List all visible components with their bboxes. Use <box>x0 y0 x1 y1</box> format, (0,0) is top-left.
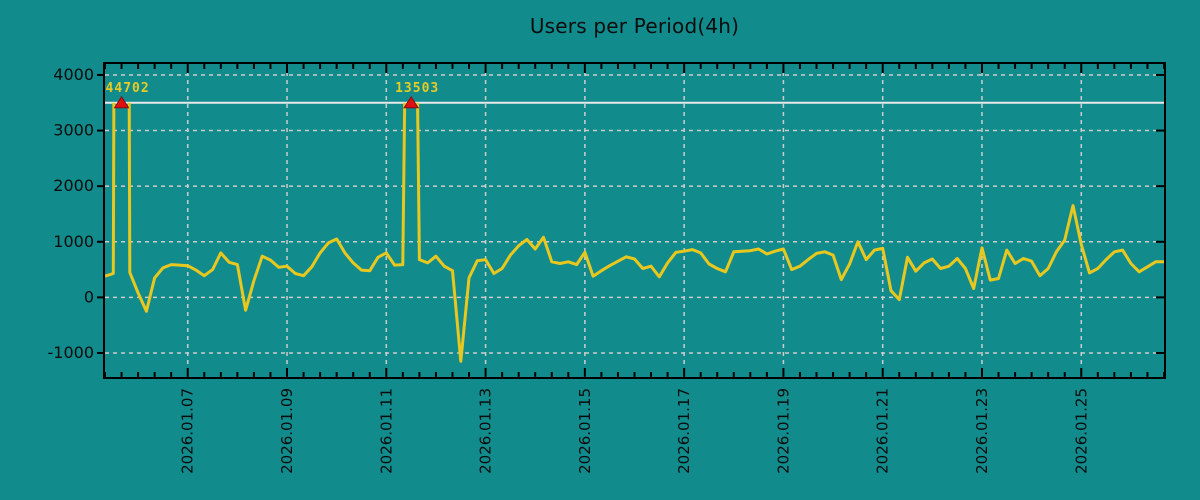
x-tick-label: 2026.01.19 <box>774 388 792 474</box>
y-tick-label: 1000 <box>53 232 94 251</box>
x-tick-label: 2026.01.23 <box>973 388 991 474</box>
peak-marker-triangle <box>113 95 130 109</box>
x-tick-label: 2026.01.13 <box>477 388 495 474</box>
y-tick-label: 0 <box>84 287 94 306</box>
data-series-line <box>104 102 1164 363</box>
peak-marker-triangle <box>403 95 420 109</box>
y-tick-label: 4000 <box>53 65 94 84</box>
y-tick-label: 2000 <box>53 176 94 195</box>
plot-frame <box>103 62 1166 379</box>
x-tick-label: 2026.01.09 <box>278 388 296 474</box>
peak-value-label: 13503 <box>395 81 439 96</box>
x-tick-label: 2026.01.21 <box>874 388 892 474</box>
peak-value-label: 44702 <box>106 81 150 96</box>
x-tick-label: 2026.01.25 <box>1072 388 1090 474</box>
x-tick-label: 2026.01.15 <box>576 388 594 474</box>
x-tick-label: 2026.01.07 <box>179 388 197 474</box>
x-tick-label: 2026.01.11 <box>377 388 395 474</box>
y-tick-label: 3000 <box>53 121 94 140</box>
y-tick-label: -1000 <box>48 343 95 362</box>
chart-title: Users per Period(4h) <box>529 14 740 38</box>
x-tick-label: 2026.01.17 <box>675 388 693 474</box>
